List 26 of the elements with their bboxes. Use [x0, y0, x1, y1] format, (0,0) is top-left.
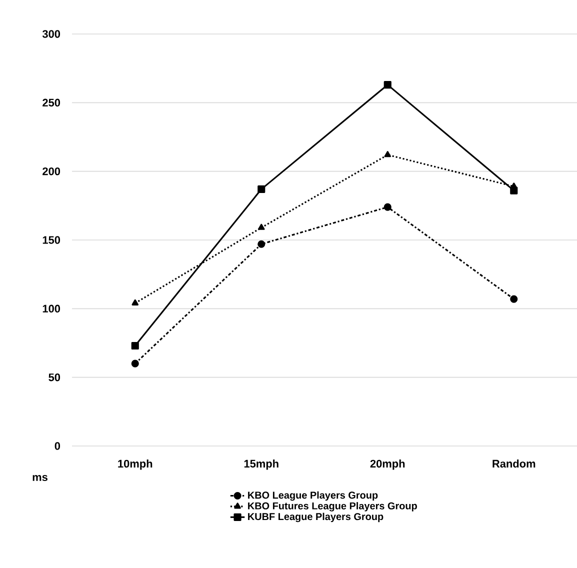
point: [510, 295, 518, 303]
point: [510, 186, 518, 194]
x-tick-label: Random: [492, 460, 536, 468]
point: [258, 185, 266, 193]
point: [131, 342, 139, 350]
y-tick-label: 50: [48, 373, 60, 382]
point: [132, 299, 139, 306]
y-tick-label: 300: [42, 30, 60, 38]
y-tick-label: 200: [42, 167, 60, 176]
point: [384, 203, 392, 211]
x-tick-label: 10mph: [118, 460, 152, 470]
legend-label: KUBF League Players Group: [248, 512, 384, 522]
y-tick-label: 250: [42, 98, 60, 107]
y-tick-label: 100: [42, 304, 60, 313]
point: [258, 240, 266, 248]
y-tick-label: 0: [54, 442, 60, 450]
legend-label: KBO League Players Group: [248, 491, 378, 501]
point: [384, 151, 392, 158]
y-axis-title: ms: [32, 474, 48, 482]
legend-label: KBO Futures League Players Group: [248, 502, 417, 512]
x-tick-label: 15mph: [244, 460, 278, 470]
x-tick-label: 20mph: [370, 460, 405, 470]
point: [384, 81, 392, 89]
point: [258, 224, 265, 230]
point: [131, 360, 139, 368]
y-tick-label: 150: [42, 236, 60, 244]
